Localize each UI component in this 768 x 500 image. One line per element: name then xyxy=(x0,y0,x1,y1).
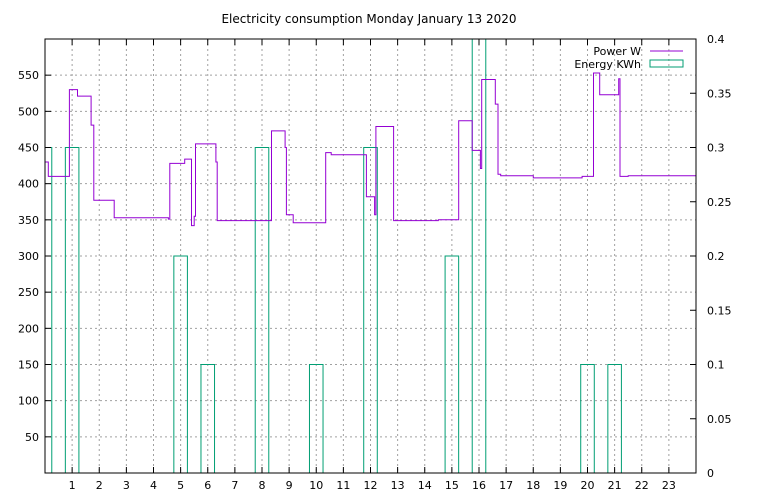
legend-energy-label: Energy KWh xyxy=(574,58,641,71)
x-axis: 1 2 3 4 5 6 7 8 9 10 11 12 13 14 15 16 17 18 19 20 21 22 23 xyxy=(69,39,676,492)
y-tick-label: 200 xyxy=(18,322,39,335)
y2-tick-label: 0.15 xyxy=(707,304,732,317)
y2-tick-label: 0.2 xyxy=(707,250,725,263)
x-tick-label: 16 xyxy=(472,479,486,492)
y2-tick-label: 0.25 xyxy=(707,196,732,209)
x-tick-label: 19 xyxy=(553,479,567,492)
y-tick-label: 350 xyxy=(18,214,39,227)
y2-tick-label: 0.3 xyxy=(707,142,725,155)
y-axis-energy: 0 0.05 0.1 0.15 0.2 0.25 0.3 0.35 0.4 xyxy=(690,33,732,480)
x-tick-label: 7 xyxy=(231,479,238,492)
legend-power-label: Power W xyxy=(593,45,641,58)
y-tick-label: 50 xyxy=(25,431,39,444)
y-tick-label: 500 xyxy=(18,105,39,118)
y-tick-label: 400 xyxy=(18,178,39,191)
x-tick-label: 3 xyxy=(123,479,130,492)
y2-tick-label: 0.35 xyxy=(707,87,732,100)
x-tick-label: 21 xyxy=(608,479,622,492)
x-tick-label: 22 xyxy=(635,479,649,492)
x-tick-label: 11 xyxy=(336,479,350,492)
x-tick-label: 5 xyxy=(177,479,184,492)
y-tick-label: 450 xyxy=(18,142,39,155)
legend-energy-swatch xyxy=(649,59,684,68)
y2-tick-label: 0.4 xyxy=(707,33,725,46)
x-tick-label: 14 xyxy=(418,479,432,492)
x-tick-label: 1 xyxy=(69,479,76,492)
x-tick-label: 4 xyxy=(150,479,157,492)
x-tick-label: 9 xyxy=(286,479,293,492)
legend: Power W Energy KWh xyxy=(574,45,684,71)
chart-title: Electricity consumption Monday January 1… xyxy=(221,12,516,26)
y-tick-label: 300 xyxy=(18,250,39,263)
x-tick-label: 15 xyxy=(445,479,459,492)
energy-bar xyxy=(44,147,53,474)
x-tick-label: 2 xyxy=(96,479,103,492)
x-tick-label: 10 xyxy=(309,479,323,492)
y-tick-label: 100 xyxy=(18,395,39,408)
x-tick-label: 23 xyxy=(662,479,676,492)
y-axis-power: 50 100 150 200 250 300 350 400 450 500 550 xyxy=(18,69,51,444)
y2-tick-label: 0.05 xyxy=(707,413,732,426)
y-tick-label: 250 xyxy=(18,286,39,299)
y2-tick-label: 0.1 xyxy=(707,359,725,372)
x-tick-label: 12 xyxy=(364,479,378,492)
x-tick-label: 18 xyxy=(526,479,540,492)
y2-tick-label: 0 xyxy=(707,467,714,480)
y-tick-label: 550 xyxy=(18,69,39,82)
x-tick-label: 20 xyxy=(581,479,595,492)
x-tick-label: 13 xyxy=(391,479,405,492)
y-tick-label: 150 xyxy=(18,359,39,372)
grid-lines xyxy=(45,39,696,473)
power-w-series-line xyxy=(45,72,697,227)
x-tick-label: 6 xyxy=(204,479,211,492)
x-tick-label: 17 xyxy=(499,479,513,492)
x-tick-label: 8 xyxy=(259,479,266,492)
